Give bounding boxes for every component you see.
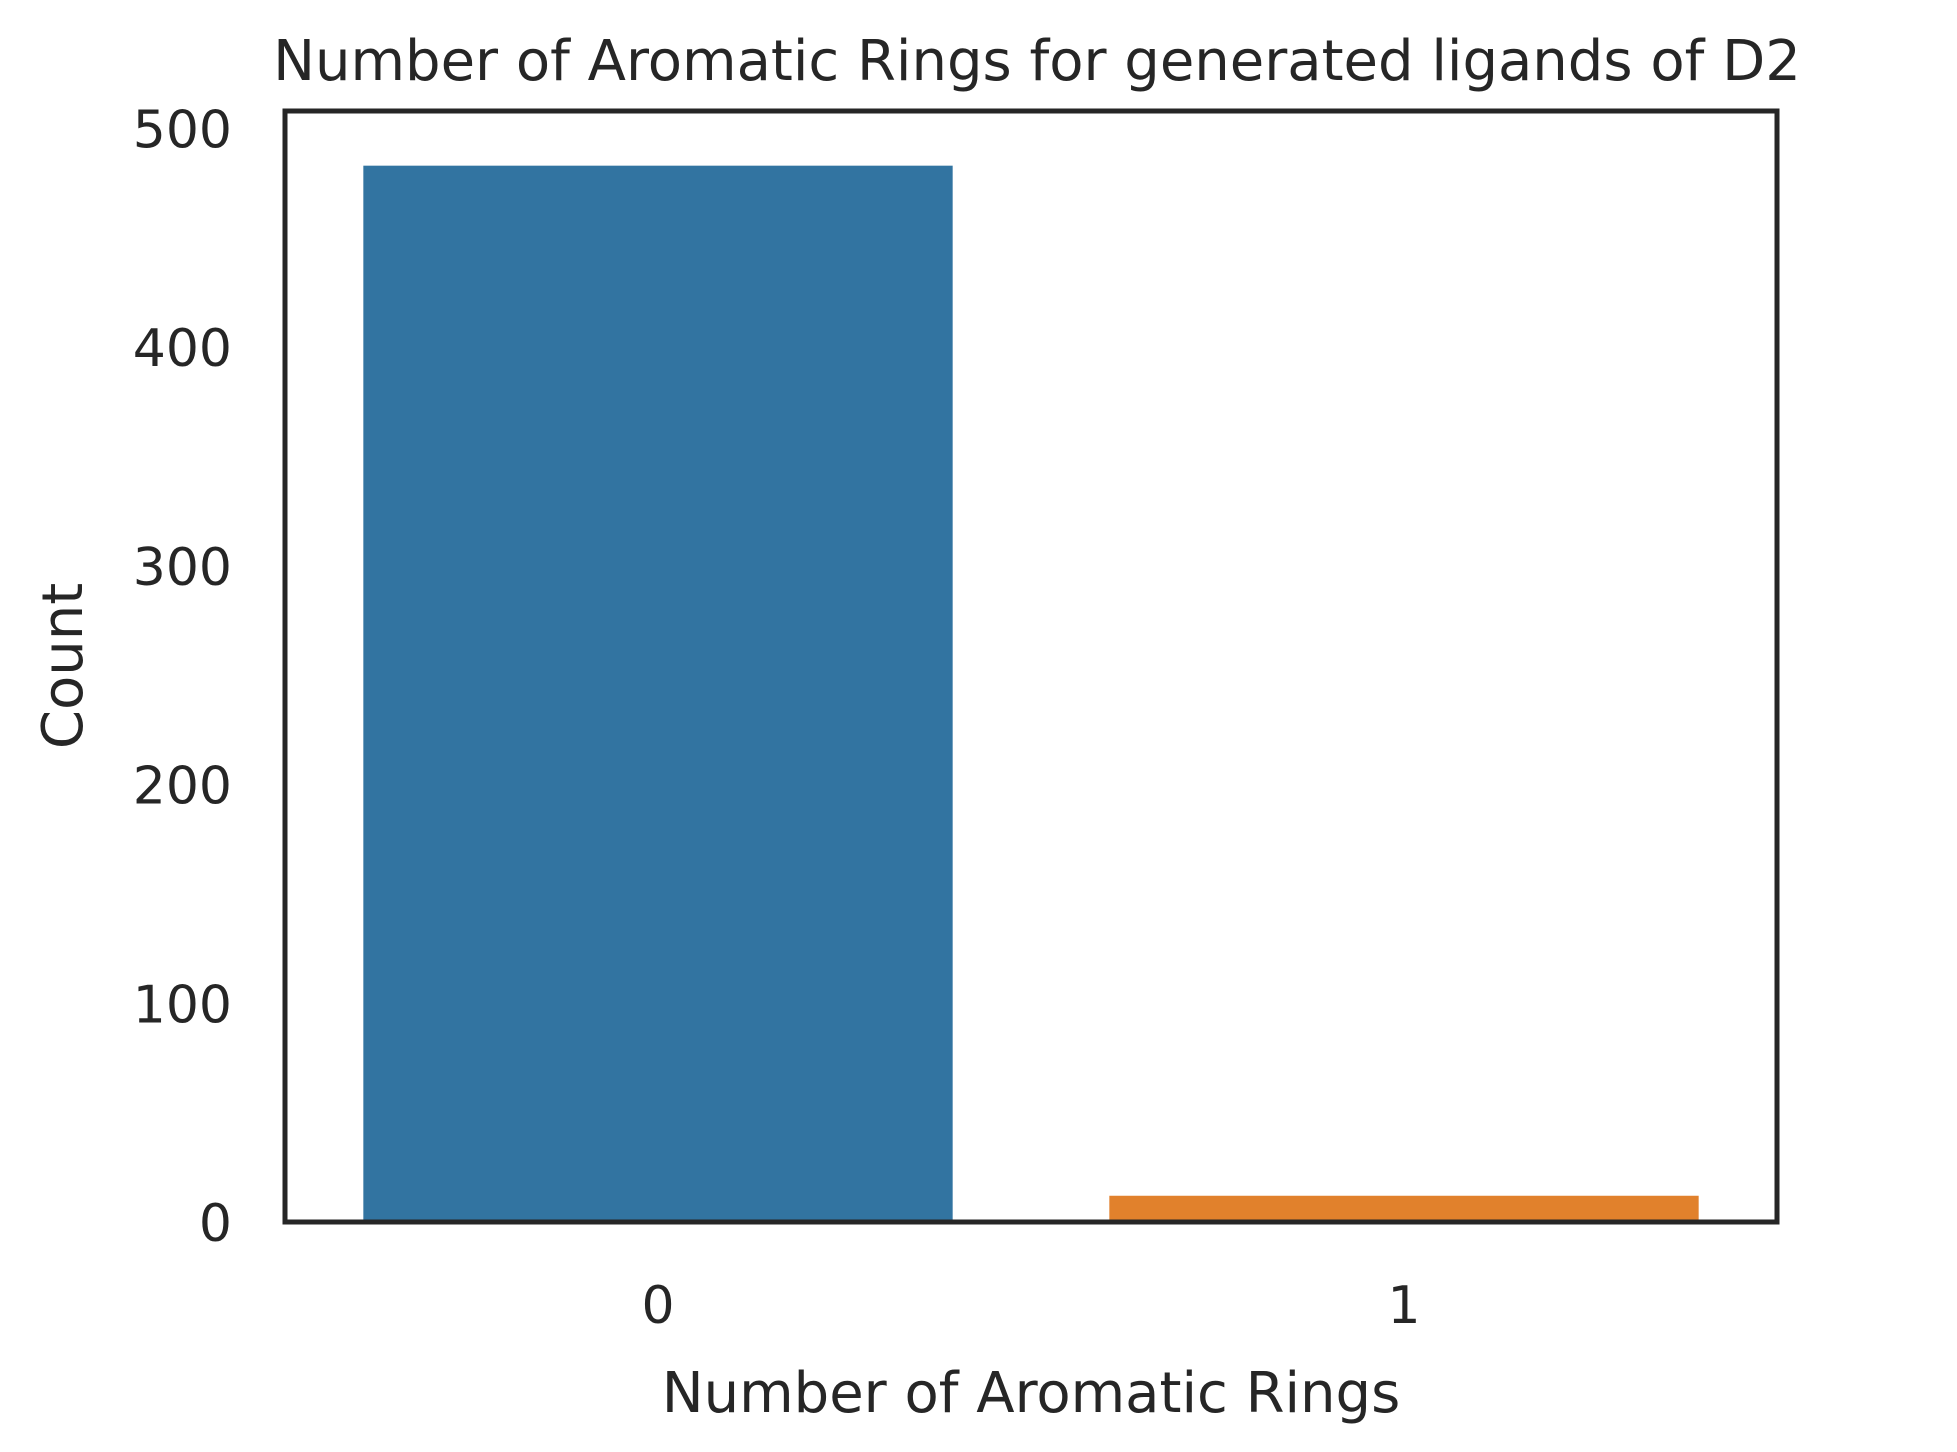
y-tick-label-500: 500 — [133, 100, 232, 160]
y-tick-label-200: 200 — [133, 757, 232, 817]
bar-0 — [363, 165, 953, 1223]
chart-title: Number of Aromatic Rings for generated l… — [273, 29, 1801, 94]
y-tick-label-100: 100 — [133, 975, 232, 1035]
y-tick-label-0: 0 — [199, 1194, 232, 1254]
bars-layer — [363, 165, 1699, 1223]
x-axis-label: Number of Aromatic Rings — [662, 1361, 1401, 1426]
bar-1 — [1109, 1195, 1699, 1222]
y-axis-label: Count — [31, 583, 96, 749]
plot-frame — [282, 108, 1780, 1225]
y-tick-label-400: 400 — [133, 319, 232, 379]
y-axis-ticks: 0 100 200 300 400 500 — [133, 100, 232, 1254]
x-tick-label-0: 0 — [641, 1276, 674, 1336]
y-tick-label-300: 300 — [133, 538, 232, 598]
x-tick-label-1: 1 — [1387, 1276, 1420, 1336]
